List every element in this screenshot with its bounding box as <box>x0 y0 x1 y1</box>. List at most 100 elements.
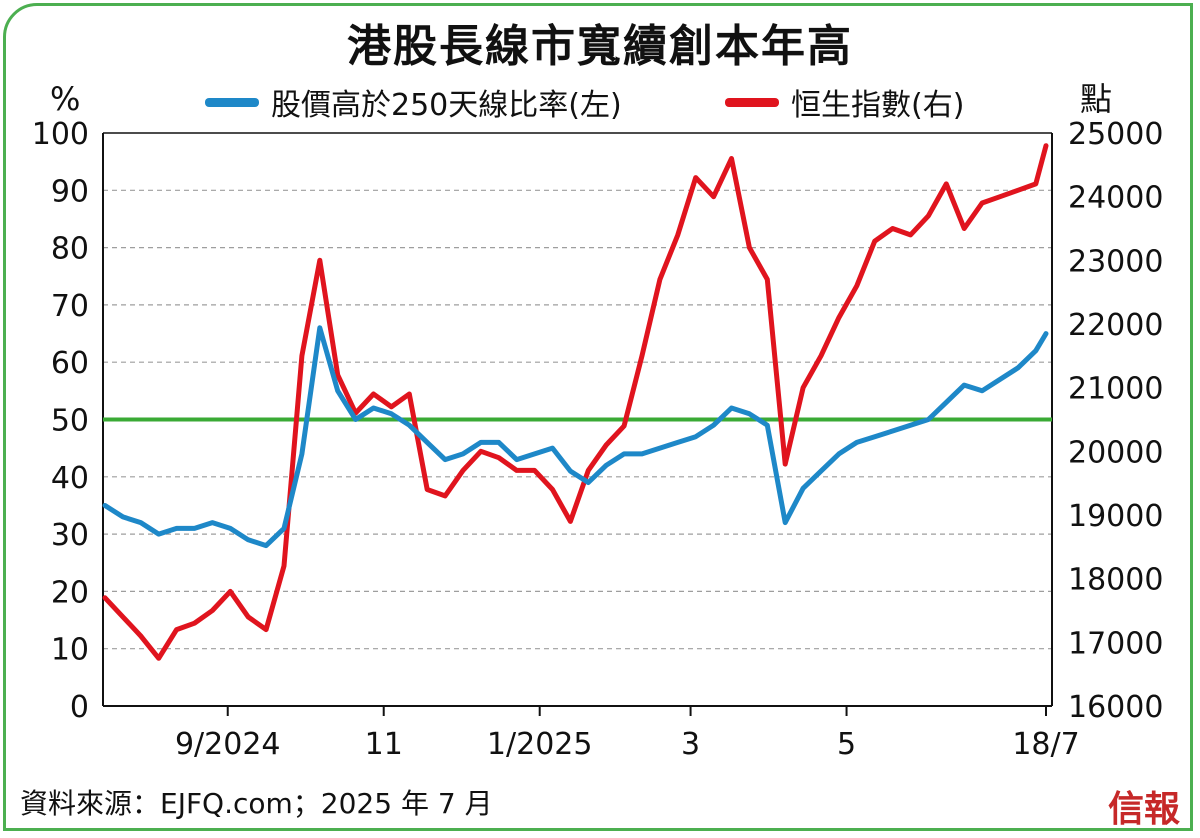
hsi-point <box>138 634 143 638</box>
breadth-point <box>926 417 931 422</box>
hsi-point <box>926 213 931 218</box>
legend-label-hsi: 恒生指數(右) <box>791 88 965 123</box>
left-axis-unit: % <box>50 80 81 118</box>
left-tick-label: 100 <box>32 117 89 152</box>
hsi-point <box>192 621 197 626</box>
hsi-point <box>586 468 591 473</box>
right-tick-label: 16000 <box>1068 690 1163 725</box>
breadth-point <box>747 411 752 416</box>
hsi-point <box>1015 188 1020 193</box>
left-tick-label: 40 <box>51 461 89 496</box>
breadth-point <box>711 423 716 428</box>
hsi-point <box>962 226 967 231</box>
hsi-point <box>872 239 877 244</box>
hsi-point <box>532 468 537 473</box>
right-tick-label: 23000 <box>1068 244 1163 279</box>
hsi-point <box>854 283 859 288</box>
breadth-point <box>299 451 304 456</box>
breadth-point <box>980 388 985 393</box>
legend-breadth: 股價高於250天線比率(左) <box>205 80 622 124</box>
x-tick-label: 18/7 <box>1012 727 1079 762</box>
hsi-point <box>783 462 788 467</box>
hsi-point <box>389 404 394 409</box>
x-tick-label: 3 <box>681 727 700 762</box>
breadth-point <box>765 423 770 428</box>
hsi-point <box>210 608 215 613</box>
x-tick-label: 9/2024 <box>175 727 281 762</box>
hsi-point <box>443 493 448 498</box>
hsi-point <box>371 392 376 396</box>
hsi-point <box>622 423 627 428</box>
breadth-point <box>872 434 877 439</box>
legend-swatch-hsi <box>725 97 779 107</box>
hsi-point <box>514 468 519 473</box>
breadth-point <box>783 520 788 525</box>
hsi-point <box>174 627 179 632</box>
left-tick-label: 50 <box>51 404 89 439</box>
breadth-point <box>675 440 680 445</box>
hsi-point <box>568 519 573 524</box>
breadth-point <box>407 423 412 428</box>
breadth-point <box>425 440 430 445</box>
brand-logo: 信報 <box>1107 788 1180 830</box>
source-note: 資料來源：EJFQ.com；2025 年 7 月 <box>20 787 493 820</box>
breadth-point <box>640 451 644 456</box>
breadth-point <box>1015 365 1020 370</box>
breadth-point <box>317 325 322 330</box>
breadth-point <box>586 480 591 485</box>
legend-swatch-breadth <box>205 97 259 107</box>
hsi-point <box>944 181 949 186</box>
breadth-point <box>693 434 698 439</box>
hsi-point <box>890 226 895 231</box>
right-tick-label: 22000 <box>1068 308 1163 343</box>
hsi-point <box>729 156 734 161</box>
hsi-point <box>1044 143 1048 148</box>
breadth-point <box>496 440 501 445</box>
hsi-point <box>407 392 412 396</box>
breadth-point <box>389 411 394 416</box>
hsi-point <box>264 627 269 632</box>
breadth-point <box>890 429 895 433</box>
right-tick-label: 20000 <box>1068 435 1163 470</box>
left-tick-label: 90 <box>51 174 89 209</box>
breadth-point <box>371 406 376 410</box>
hsi-point <box>335 372 340 377</box>
hsi-point <box>604 443 609 447</box>
breadth-point <box>729 406 734 410</box>
breadth-point <box>192 526 197 531</box>
hsi-point <box>998 194 1002 199</box>
breadth-point <box>282 526 286 531</box>
left-tick-label: 80 <box>51 232 89 267</box>
left-tick-label: 60 <box>51 346 89 381</box>
chart-title: 港股長線市寬續創本年高 <box>347 21 853 72</box>
x-tick-label: 1/2025 <box>487 727 593 762</box>
right-tick-label: 17000 <box>1068 626 1163 661</box>
hsi-point <box>836 315 841 320</box>
hsi-point <box>478 449 483 454</box>
chart-frame <box>3 3 1193 831</box>
left-tick-label: 30 <box>51 518 89 553</box>
hsi-point <box>550 487 555 492</box>
hsi-point <box>747 245 752 250</box>
hsi-point <box>693 175 698 180</box>
breadth-point <box>461 451 465 456</box>
hsi-point <box>801 385 806 390</box>
legend-label-breadth: 股價高於250天線比率(左) <box>271 88 622 123</box>
breadth-point <box>801 486 806 491</box>
breadth-point <box>335 388 340 393</box>
breadth-series-line <box>102 325 1049 549</box>
breadth-point <box>998 377 1002 382</box>
breadth-point <box>174 526 179 531</box>
breadth-point <box>944 400 949 405</box>
breadth-point <box>120 514 125 519</box>
hsi-point <box>425 487 430 492</box>
breadth-point <box>1033 348 1038 353</box>
hsi-point <box>120 614 125 619</box>
hsi-point <box>246 614 251 619</box>
breadth-point <box>854 440 859 445</box>
right-tick-label: 18000 <box>1068 563 1163 598</box>
hsi-point <box>657 277 662 282</box>
left-tick-label: 70 <box>51 289 89 324</box>
left-tick-label: 10 <box>51 633 89 668</box>
